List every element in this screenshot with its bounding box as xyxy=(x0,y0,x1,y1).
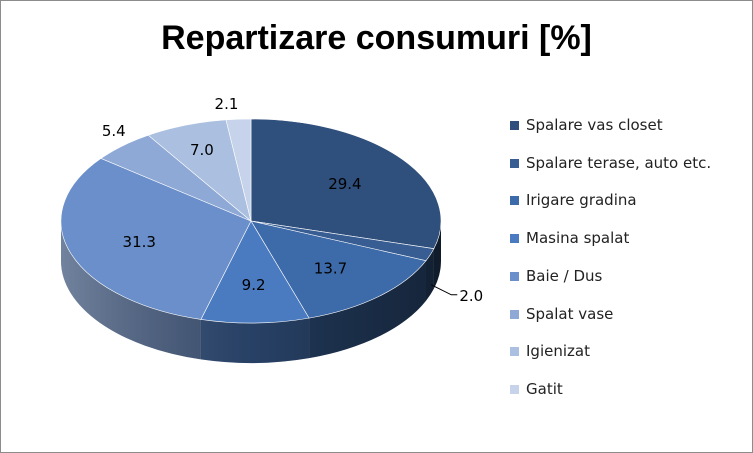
data-label-4: 31.3 xyxy=(123,233,156,251)
pie-side-shading xyxy=(61,221,441,363)
data-label-5: 5.4 xyxy=(102,122,126,140)
pie-slice-7 xyxy=(225,118,252,222)
data-label-1: 2.0 xyxy=(459,287,483,305)
data-label-3: 9.2 xyxy=(242,276,266,294)
pie-slice-4 xyxy=(60,158,252,320)
pie-slice-0 xyxy=(250,118,442,249)
chart-title: Repartizare consumuri [%] xyxy=(161,19,592,57)
data-label-6: 7.0 xyxy=(190,141,214,159)
data-label-0: 29.4 xyxy=(328,175,361,193)
legend-label-3: Masina spalat xyxy=(526,229,630,248)
legend-label-7: Gatit xyxy=(526,379,563,398)
legend-swatch-7 xyxy=(510,384,519,394)
legend-label-5: Spalat vase xyxy=(526,304,614,323)
legend-swatch-0 xyxy=(510,121,519,130)
legend-swatch-2 xyxy=(510,196,519,206)
leader-line-1 xyxy=(431,284,458,296)
data-label-7: 2.1 xyxy=(215,95,239,113)
legend-label-1: Spalare terase, auto etc. xyxy=(526,153,712,172)
legend-label-2: Irigare gradina xyxy=(526,191,637,210)
legend-label-0: Spalare vas closet xyxy=(526,116,663,134)
legend-label-6: Igienizat xyxy=(526,342,590,361)
data-label-2: 13.7 xyxy=(314,260,347,278)
pie-slice-3 xyxy=(200,220,310,324)
legend-swatch-1 xyxy=(510,158,519,168)
legend-swatch-6 xyxy=(510,347,519,357)
legend-label-4: Baie / Dus xyxy=(526,266,603,285)
legend-swatch-5 xyxy=(510,309,519,319)
legend-swatch-4 xyxy=(510,271,519,281)
legend-swatch-3 xyxy=(510,234,519,244)
